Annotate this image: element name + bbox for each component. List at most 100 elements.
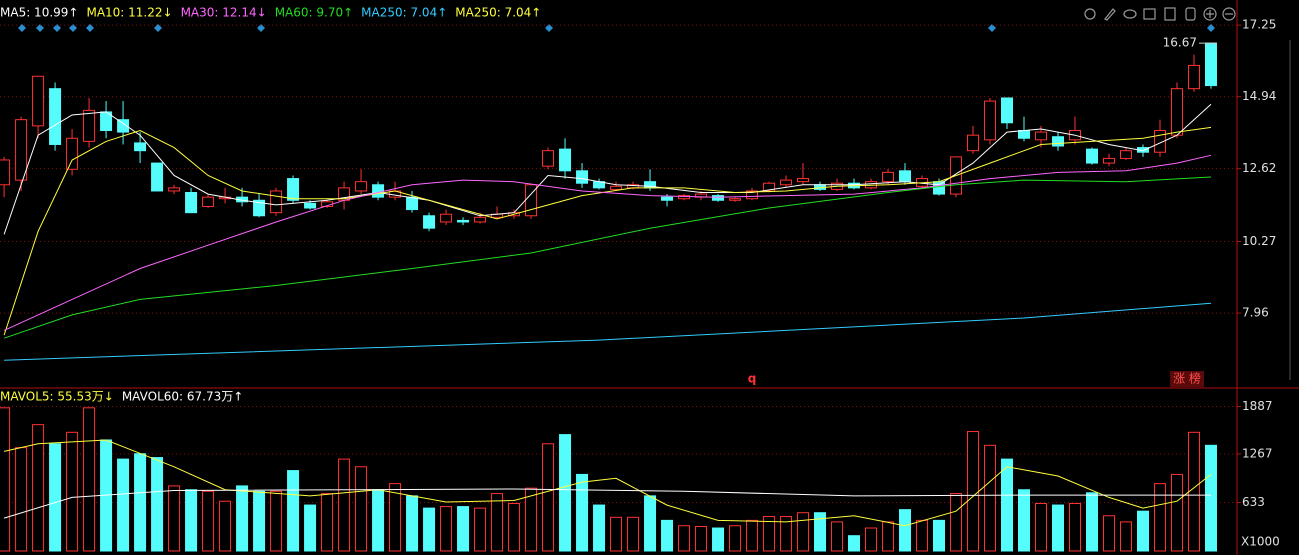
volume-bar [134,453,147,552]
candle-body [797,178,810,183]
volume-bar [406,495,419,552]
candle-body [151,162,164,192]
event-marker[interactable] [69,24,77,32]
event-marker[interactable] [18,24,26,32]
event-marker[interactable] [545,24,553,32]
event-marker[interactable] [53,24,61,32]
draw-icon[interactable] [1104,8,1116,21]
y-tick-label: 10.27 [1242,234,1276,248]
ma-line [3,176,1212,339]
candle-body [576,170,589,184]
candle-body [83,109,96,142]
store-icon[interactable] [1143,8,1156,20]
candle-body [1102,157,1115,164]
volume-bar [610,516,623,552]
legend-entry: MA5: 10.99↑ [0,6,78,20]
high-label: 16.67 [1163,36,1197,50]
event-marker[interactable] [1207,24,1215,32]
event-marker[interactable] [86,24,94,32]
volume-bar [491,493,504,552]
volume-bar [933,519,946,552]
y-tick-label: 1267 [1242,446,1273,460]
y-tick-label: 17.25 [1242,18,1276,32]
candle-body [440,213,453,223]
legend-entry: MA250: 7.04↑ [361,6,447,20]
volume-bar [1153,483,1166,552]
volume-bar [168,485,181,552]
doc-icon[interactable] [1164,7,1176,21]
ma-line [3,488,1211,519]
view-icon[interactable] [1123,9,1137,19]
event-marker[interactable] [257,24,265,32]
candle-body [882,171,895,183]
toolbar [1084,7,1236,21]
candle-body [1018,130,1031,139]
candle-body [1204,42,1217,87]
legend-entry: MA10: 11.22↓ [86,6,172,20]
legend-entry: MA30: 12.14↓ [181,6,267,20]
volume-bar [83,407,96,552]
y-tick-label: 14.94 [1242,89,1276,103]
volume-bar [661,519,674,552]
legend-entry: MAVOL5: 55.53万↓ [0,390,114,404]
candle-body [0,159,11,186]
candle-body [15,119,28,181]
volume-bar [644,495,657,552]
volume-bar [1187,431,1200,552]
candle-body [32,75,45,127]
legend-entry: MAVOL60: 67.73万↑ [122,390,243,404]
volume-bar [525,487,538,552]
candle-body [270,190,283,214]
volume-bar [542,443,555,552]
candle-body [729,198,742,201]
zoom-in-icon[interactable] [1203,7,1217,21]
volume-bar [593,504,606,552]
candle-body [372,184,385,198]
event-marker[interactable] [988,24,996,32]
volume-bar [1035,503,1048,552]
volume-bar [729,525,742,552]
ma-line [3,103,1212,235]
unit-label: X1000 [1241,535,1280,549]
candle-body [168,187,181,192]
volume-bar [355,466,368,552]
volume-bar [1018,489,1031,552]
volume-bar [712,527,725,552]
candle-body [117,119,130,133]
y-tick-label: 1887 [1242,399,1273,413]
zoom-out-icon[interactable] [1222,7,1236,21]
candle-body [474,216,487,223]
volume-bar [831,521,844,552]
volume-bar [967,431,980,552]
volume-bar [746,519,759,552]
event-marker[interactable] [154,24,162,32]
volume-bar [984,444,997,552]
lock-icon[interactable] [1185,7,1196,21]
candle-body [984,100,997,141]
candle-body [967,134,980,152]
candle-body [406,196,419,211]
volume-bar [440,506,453,552]
settings-icon[interactable] [1084,8,1096,20]
volume-bar [270,490,283,552]
volume-bar [457,506,470,552]
volume-bar [780,516,793,552]
candle-body [185,192,198,214]
volume-bar [372,489,385,552]
volume-bar [236,485,249,552]
volume-bar [185,489,198,552]
annotation: q [748,372,757,386]
annotation-box [1170,371,1204,387]
candle-body [1170,88,1183,136]
candle-body [763,182,776,192]
volume-bar [304,504,317,552]
event-markers [18,24,1215,32]
event-marker[interactable] [36,24,44,32]
candle-body [1119,150,1132,159]
candle-body [1086,148,1099,164]
candle-body [287,178,300,201]
volume-bar [49,443,62,552]
candle-body [304,202,317,209]
